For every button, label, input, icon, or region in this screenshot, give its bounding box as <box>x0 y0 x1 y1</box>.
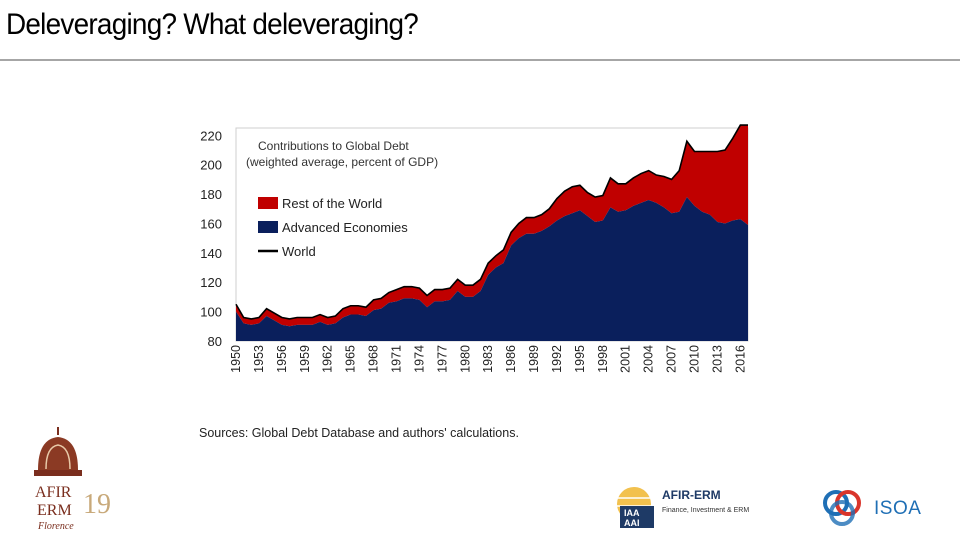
x-tick-label: 1968 <box>367 345 381 373</box>
y-tick-label: 200 <box>200 158 222 173</box>
x-tick-label: 1962 <box>321 345 335 373</box>
y-tick-label: 80 <box>208 334 222 349</box>
isoa-rings-icon <box>823 490 861 526</box>
x-axis-ticks: 1950 1953 1956 1959 1962 1965 1968 1971 1974 1977… <box>229 345 747 373</box>
y-tick-label: 160 <box>200 216 222 231</box>
y-axis-ticks: 80 100 120 140 160 180 200 220 <box>200 128 222 349</box>
x-tick-label: 1956 <box>275 345 289 373</box>
legend-swatch-advanced-economies <box>258 221 278 233</box>
global-debt-chart: 80 100 120 140 160 180 200 220 1950 1953 1956 1959… <box>200 124 749 373</box>
legend-label-world: World <box>282 244 316 259</box>
x-tick-label: 2007 <box>665 345 679 373</box>
x-tick-label: 2016 <box>733 345 747 373</box>
source-note: Sources: Global Debt Database and author… <box>199 426 519 440</box>
area-advanced-economies <box>236 197 748 341</box>
florence-logo-afir: AFIR <box>35 484 72 501</box>
iaa-globe-icon: IAA AAI <box>617 487 654 528</box>
isoa-text: ISOA <box>874 498 922 519</box>
chart-title: Contributions to Global Debt <box>258 139 409 153</box>
y-tick-label: 140 <box>200 246 222 261</box>
iaa-badge-bottom: AAI <box>624 518 640 528</box>
slide-title: Deleveraging? What deleveraging? <box>6 8 419 41</box>
afir-erm-title: AFIR-ERM <box>662 488 721 502</box>
x-tick-label: 1980 <box>458 345 472 373</box>
x-tick-label: 1965 <box>344 345 358 373</box>
x-tick-label: 2001 <box>619 345 633 373</box>
line-world <box>235 124 748 320</box>
legend-label-rest-of-world: Rest of the World <box>282 196 382 211</box>
x-tick-label: 1995 <box>573 345 587 373</box>
x-tick-label: 1950 <box>229 345 243 373</box>
florence-conference-logo: AFIR ERM 19 Florence <box>34 427 111 532</box>
isoa-logo: ISOA <box>818 486 921 535</box>
afir-erm-logo: IAA AAI AFIR-ERM Finance, Investment & E… <box>612 484 749 535</box>
x-tick-label: 1977 <box>435 345 449 373</box>
chart-areas <box>235 124 748 341</box>
florence-logo-year: 19 <box>83 489 111 520</box>
y-tick-label: 120 <box>200 275 222 290</box>
y-tick-label: 180 <box>200 187 222 202</box>
y-tick-label: 220 <box>200 128 222 143</box>
x-tick-label: 1983 <box>481 345 495 373</box>
florence-logo-script: Florence <box>37 521 74 532</box>
x-tick-label: 1992 <box>550 345 564 373</box>
x-tick-label: 1953 <box>252 345 266 373</box>
chart-subtitle: (weighted average, percent of GDP) <box>246 155 438 169</box>
x-tick-label: 2004 <box>642 345 656 373</box>
x-tick-label: 1974 <box>412 345 426 373</box>
title-divider <box>0 59 960 61</box>
x-tick-label: 1998 <box>596 345 610 373</box>
legend-swatch-rest-of-world <box>258 197 278 209</box>
x-tick-label: 2010 <box>688 345 702 373</box>
x-tick-label: 2013 <box>710 345 724 373</box>
y-tick-label: 100 <box>200 305 222 320</box>
iaa-badge-top: IAA <box>624 508 640 518</box>
x-tick-label: 1986 <box>504 345 518 373</box>
x-tick-label: 1989 <box>527 345 541 373</box>
legend-label-advanced-economies: Advanced Economies <box>282 220 408 235</box>
x-tick-label: 1959 <box>298 345 312 373</box>
legend: Rest of the World Advanced Economies Wor… <box>258 196 408 259</box>
x-tick-label: 1971 <box>389 345 403 373</box>
afir-erm-subtitle: Finance, Investment & ERM <box>662 507 750 514</box>
florence-logo-erm: ERM <box>37 502 72 519</box>
